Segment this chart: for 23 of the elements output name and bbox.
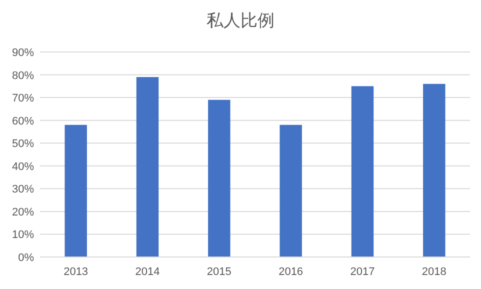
x-tick-label: 2014 xyxy=(135,266,160,278)
x-tick-label: 2018 xyxy=(422,266,446,278)
y-tick-label: 70% xyxy=(12,92,34,105)
x-tick-label: 2017 xyxy=(350,266,375,278)
x-tick-label: 2013 xyxy=(64,266,88,278)
y-tick-label: 20% xyxy=(12,206,34,218)
bar xyxy=(351,86,374,257)
bar xyxy=(136,77,159,257)
bar xyxy=(280,124,302,257)
bar xyxy=(64,124,87,257)
bar xyxy=(423,84,446,257)
bar xyxy=(208,100,230,257)
y-tick-label: 50% xyxy=(12,138,34,150)
y-tick-label: 40% xyxy=(12,160,34,173)
chart-title: 私人比例 xyxy=(206,11,274,30)
x-tick-label: 2015 xyxy=(206,266,232,278)
x-tick-label: 2016 xyxy=(278,266,304,278)
y-tick-label: 60% xyxy=(12,115,34,128)
y-tick-label: 10% xyxy=(12,229,34,242)
y-tick-label: 0% xyxy=(18,252,34,264)
y-tick-label: 90% xyxy=(12,47,34,59)
y-tick-label: 80% xyxy=(12,70,34,82)
y-tick-label: 30% xyxy=(12,184,34,196)
